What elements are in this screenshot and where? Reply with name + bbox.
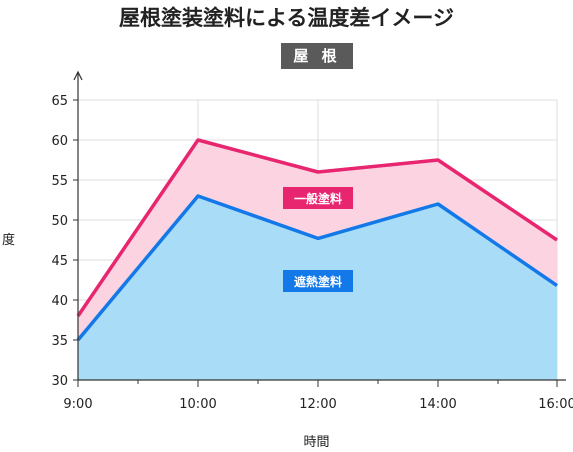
roof-badge: 屋 根 [281, 43, 353, 69]
series-tag-label-0: 一般塗料 [294, 191, 342, 206]
y-tick-label: 45 [51, 254, 68, 269]
y-tick-label: 65 [51, 94, 68, 109]
series-tag-bg-1 [283, 270, 353, 292]
x-tick-label: 10:00 [179, 397, 216, 412]
y-tick-label: 55 [51, 174, 68, 189]
series-line-0 [76, 138, 558, 317]
series-tag-bg-0 [283, 187, 353, 209]
x-tick-label: 9:00 [63, 397, 92, 412]
series-line-1 [76, 194, 558, 342]
x-tick-label: 14:00 [419, 397, 456, 412]
series-tag-label-1: 遮熱塗料 [294, 274, 342, 289]
y-tick-label: 50 [51, 214, 68, 229]
y-tick-label: 40 [51, 294, 68, 309]
chart-title: 屋根塗装塗料による温度差イメージ [119, 6, 454, 30]
x-axis-label: 時間 [303, 435, 330, 450]
y-tick-label: 30 [51, 374, 68, 389]
y-axis-label: 度 [2, 233, 16, 248]
y-tick-label: 60 [51, 134, 68, 149]
y-tick-label: 35 [51, 334, 68, 349]
y-axis-arrow [73, 70, 83, 81]
x-tick-label: 16:00 [538, 397, 573, 412]
x-tick-label: 12:00 [299, 397, 336, 412]
